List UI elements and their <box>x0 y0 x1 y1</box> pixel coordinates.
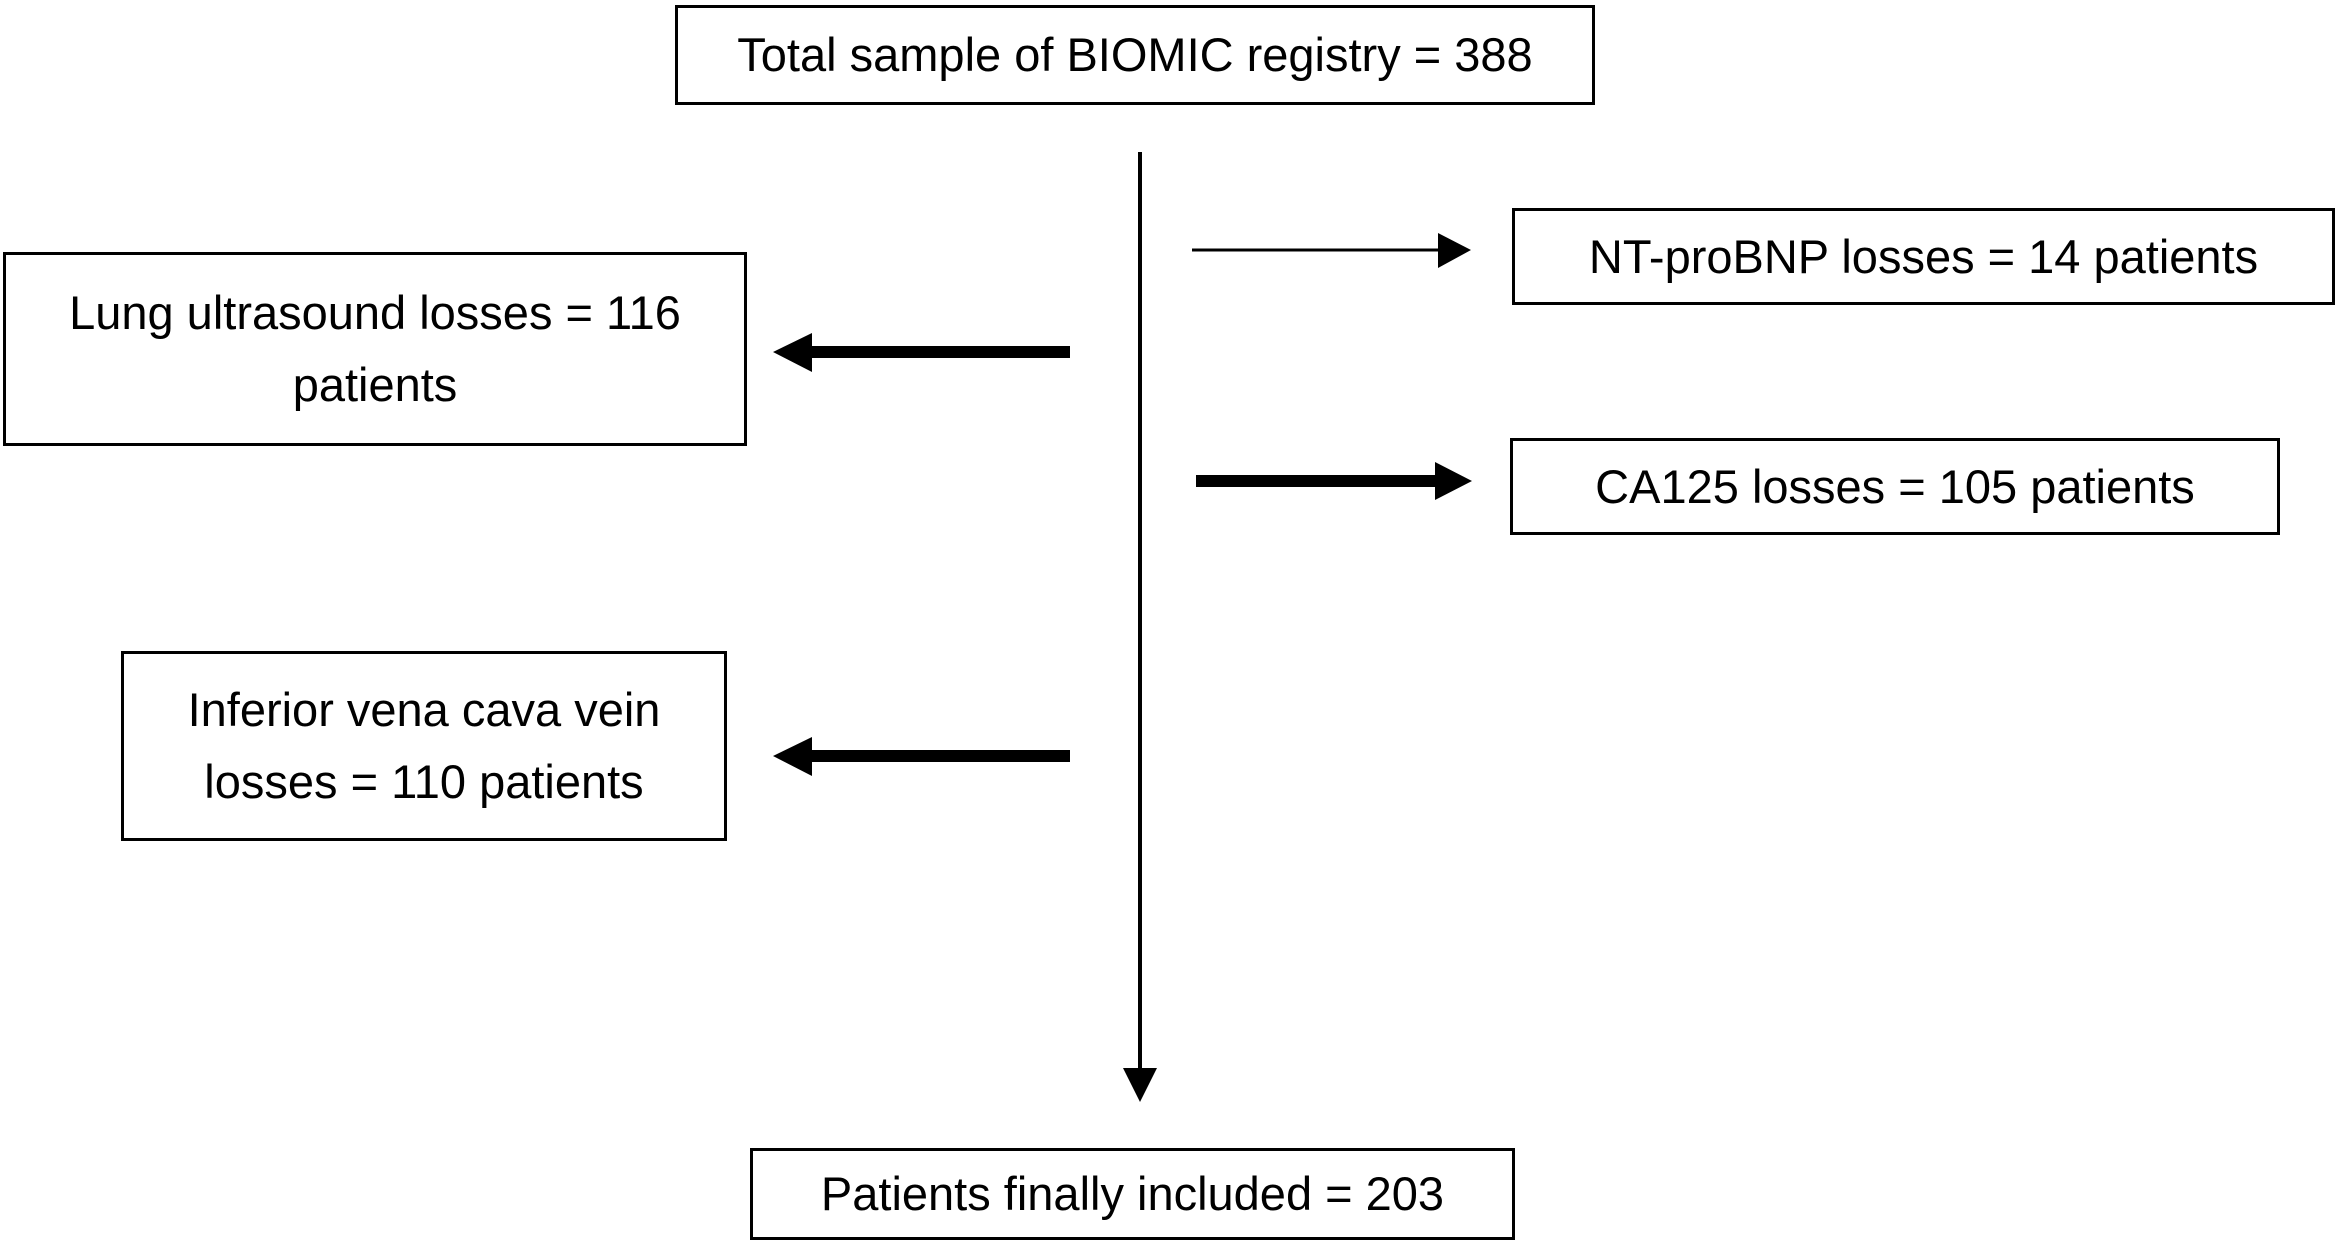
node-total-sample: Total sample of BIOMIC registry = 388 <box>675 5 1595 105</box>
node-ca125-losses-label: CA125 losses = 105 patients <box>1595 459 2195 513</box>
arrow-down-main <box>1123 152 1157 1102</box>
arrow-right-thin-ntprobnp <box>1192 233 1471 268</box>
node-patients-finally-included: Patients finally included = 203 <box>750 1148 1515 1240</box>
arrow-right-thick-ca125 <box>1196 462 1472 500</box>
node-total-sample-label: Total sample of BIOMIC registry = 388 <box>737 28 1533 81</box>
node-patients-finally-included-label: Patients finally included = 203 <box>820 1167 1445 1220</box>
arrow-left-thick-lung <box>773 333 1070 372</box>
arrow-head-left-icon <box>773 333 812 372</box>
node-inferior-vena-cava-losses-label: losses = 110 patients <box>204 755 644 808</box>
arrow-head-left-icon <box>773 737 812 776</box>
node-lung-ultrasound-losses-label: patients <box>292 358 458 411</box>
node-nt-probnp-losses: NT-proBNP losses = 14 patients <box>1512 208 2335 305</box>
node-lung-ultrasound-losses: Lung ultrasound losses = 116 patients <box>3 252 747 446</box>
arrow-head-right-icon <box>1435 462 1472 500</box>
node-nt-probnp-losses-label: NT-proBNP losses = 14 patients <box>1588 229 2259 283</box>
arrow-left-thick-ivc <box>773 737 1070 776</box>
node-lung-ultrasound-losses-label: Lung ultrasound losses = 116 <box>69 286 681 339</box>
node-inferior-vena-cava-losses: Inferior vena cava vein losses = 110 pat… <box>121 651 727 841</box>
arrow-head-down-icon <box>1123 1068 1157 1102</box>
node-inferior-vena-cava-losses-label: Inferior vena cava vein <box>187 683 661 736</box>
arrow-head-right-icon <box>1438 233 1471 268</box>
node-ca125-losses: CA125 losses = 105 patients <box>1510 438 2280 535</box>
